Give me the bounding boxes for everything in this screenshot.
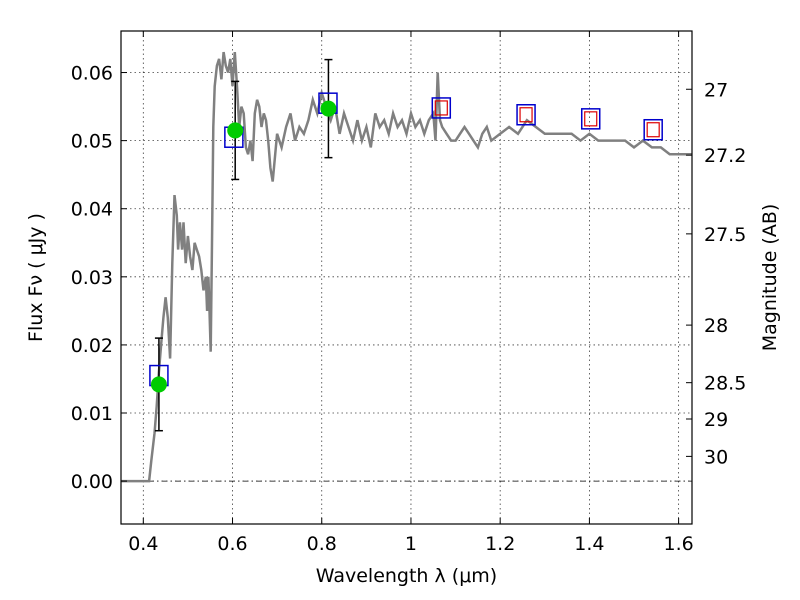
x-axis: 0.4 0.6 0.8 1 1.2 1.4 1.6	[128, 31, 694, 555]
y-axis: 0.00 0.01 0.02 0.03 0.04 0.05 0.06	[71, 63, 127, 493]
y-tick-label: 0.02	[71, 335, 113, 357]
y-axis-title: Flux Fν ( μJy )	[25, 213, 47, 342]
y2-tick-label: 29	[704, 409, 728, 431]
x-tick-label: 0.8	[307, 533, 337, 555]
y-tick-label: 0.06	[71, 63, 113, 85]
observed-point	[320, 100, 337, 117]
y2-tick-label: 28.5	[704, 373, 746, 395]
x-tick-label: 1.6	[664, 533, 694, 555]
y2-tick-label: 28	[704, 315, 728, 337]
y-tick-label: 0.05	[71, 131, 113, 153]
x-tick-label: 1.2	[485, 533, 515, 555]
predicted-boxes	[434, 100, 660, 138]
x-tick-label: 0.6	[217, 533, 247, 555]
model-box	[431, 97, 452, 119]
predicted-box	[519, 107, 533, 123]
observed-point	[227, 122, 244, 139]
y-tick-label: 0.04	[71, 199, 113, 221]
plot-frame	[120, 30, 693, 525]
model-box	[643, 118, 663, 141]
spectrum-line	[121, 51, 692, 483]
model-box	[580, 108, 601, 130]
y-tick-label: 0.00	[71, 471, 113, 493]
observed-point	[150, 376, 167, 393]
x-tick-label: 0.4	[128, 533, 158, 555]
plot-content	[121, 51, 692, 483]
y2-tick-label: 27	[704, 79, 728, 101]
y2-axis-title: Magnitude (AB)	[759, 204, 781, 352]
predicted-box	[584, 111, 598, 127]
y2-tick-label: 27.2	[704, 145, 746, 167]
x-axis-title: Wavelength λ (μm)	[316, 565, 497, 587]
y2-axis: 27 27.2 27.5 28 28.5 29 30	[686, 79, 746, 468]
x-tick-label: 1.4	[574, 533, 604, 555]
observed-points	[150, 100, 337, 393]
x-tick-label: 1	[405, 533, 417, 555]
y2-tick-label: 30	[704, 446, 728, 468]
y2-tick-label: 27.5	[704, 224, 746, 246]
predicted-box	[434, 100, 448, 116]
predicted-box	[646, 122, 660, 138]
model-box	[516, 104, 536, 126]
y-tick-label: 0.01	[71, 403, 113, 425]
y-tick-label: 0.03	[71, 267, 113, 289]
